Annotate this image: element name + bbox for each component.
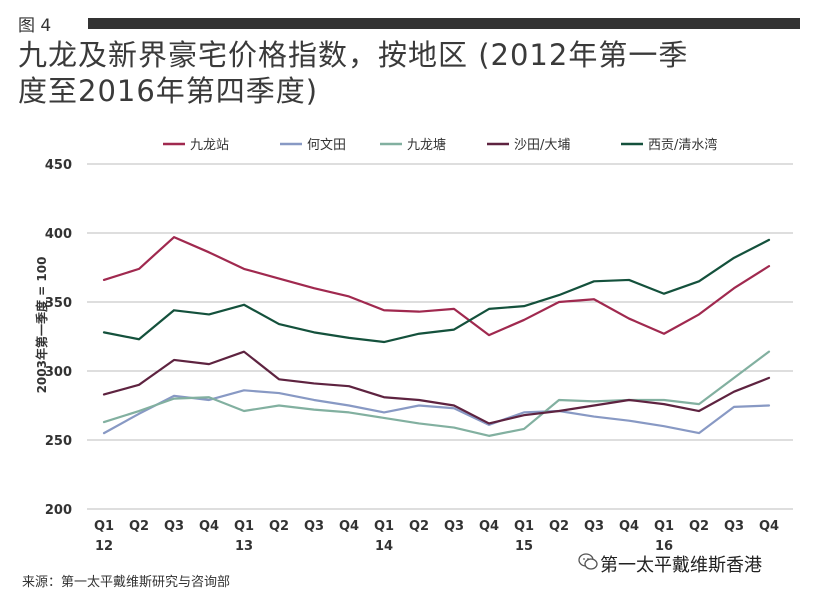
- series-line-0: [102, 236, 771, 337]
- x-axis-tick-labels: Q1 12 Q2 Q3 Q4 Q1 13 Q2 Q3 Q4 Q1 14 Q2 Q3 Q4 Q1 15 Q2 Q3 Q4…: [94, 519, 779, 554]
- x-tick-label: Q3: [304, 519, 324, 534]
- x-tick-label: Q1: [514, 519, 534, 534]
- y-tick-label: 350: [45, 296, 72, 311]
- x-tick-label: Q3: [164, 519, 184, 534]
- x-tick-label: Q1: [234, 519, 254, 534]
- y-tick-label: 400: [45, 227, 72, 242]
- legend-label-2: 九龙塘: [407, 137, 446, 153]
- x-tick-label: Q1: [94, 519, 114, 534]
- wechat-icon: [578, 553, 598, 570]
- x-tick-label: Q4: [759, 519, 779, 534]
- x-tick-label: Q2: [409, 519, 429, 534]
- y-tick-label: 300: [45, 365, 72, 380]
- figure-label: 图 4: [18, 16, 52, 36]
- grid-lines: [87, 163, 793, 510]
- series-lines: [102, 236, 771, 437]
- legend: 九龙站 何文田 九龙塘 沙田/大埔 西贡/清水湾: [163, 137, 717, 153]
- x-tick-label: Q2: [129, 519, 149, 534]
- legend-label-4: 西贡/清水湾: [648, 137, 717, 153]
- x-tick-label: Q4: [479, 519, 499, 534]
- x-year-label: 16: [655, 539, 673, 554]
- legend-label-1: 何文田: [307, 137, 346, 153]
- x-tick-label: Q2: [269, 519, 289, 534]
- x-tick-label: Q4: [199, 519, 219, 534]
- x-year-label: 12: [95, 539, 113, 554]
- series-line-2: [102, 350, 771, 437]
- x-tick-label: Q2: [689, 519, 709, 534]
- x-tick-label: Q4: [339, 519, 359, 534]
- x-year-label: 13: [235, 539, 253, 554]
- chart-title-line-2: 度至2016年第四季度): [18, 74, 319, 108]
- top-rule: [88, 18, 800, 29]
- legend-label-3: 沙田/大埔: [514, 138, 570, 153]
- x-tick-label: Q3: [584, 519, 604, 534]
- y-tick-label: 250: [45, 434, 72, 449]
- x-year-label: 14: [375, 539, 393, 554]
- x-tick-label: Q4: [619, 519, 639, 534]
- watermark: 第一太平戴维斯香港: [600, 555, 762, 576]
- series-line-4: [102, 238, 771, 344]
- x-tick-label: Q3: [444, 519, 464, 534]
- x-tick-label: Q2: [549, 519, 569, 534]
- y-axis-tick-labels: 200 250 300 350 400 450: [45, 158, 72, 518]
- chart-title-line-1: 九龙及新界豪宅价格指数，按地区 (2012年第一季: [18, 38, 689, 72]
- y-tick-label: 200: [45, 503, 72, 518]
- source-note: 来源：第一太平戴维斯研究与咨询部: [22, 575, 231, 590]
- x-year-label: 15: [515, 539, 533, 554]
- chart-title: 九龙及新界豪宅价格指数，按地区 (2012年第一季 度至2016年第四季度): [18, 37, 808, 109]
- y-tick-label: 450: [45, 158, 72, 173]
- x-tick-label: Q1: [654, 519, 674, 534]
- y-axis-label: 2003年第一季度 = 100: [34, 257, 49, 394]
- legend-label-0: 九龙站: [190, 138, 229, 153]
- series-line-3: [102, 350, 771, 425]
- x-tick-label: Q3: [724, 519, 744, 534]
- x-tick-label: Q1: [374, 519, 394, 534]
